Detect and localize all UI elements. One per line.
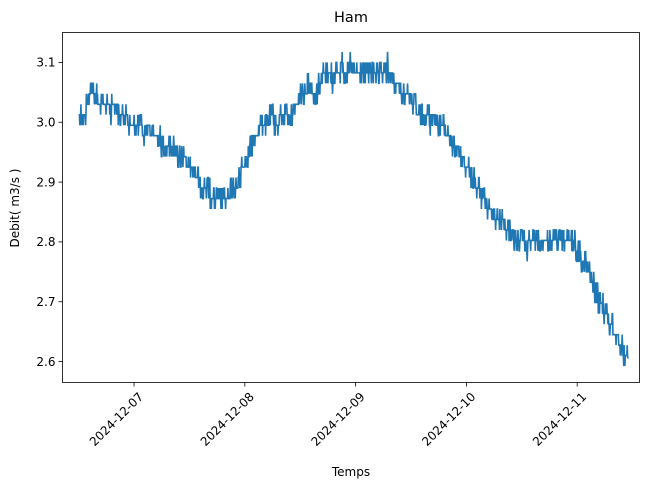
chart-title: Ham — [334, 10, 368, 26]
x-axis-title: Temps — [331, 465, 370, 479]
y-tick-label: 2.6 — [36, 355, 55, 369]
y-tick-label: 2.7 — [36, 295, 55, 309]
plot-frame — [62, 32, 640, 383]
y-axis: 2.6 2.7 2.8 2.9 3.0 3.1 — [36, 56, 63, 369]
y-tick-label: 2.8 — [36, 235, 55, 249]
series-layer — [78, 51, 629, 367]
y-tick-label: 2.9 — [36, 175, 55, 189]
y-tick-label: 3.0 — [36, 115, 55, 129]
y-tick-label: 3.1 — [36, 56, 55, 70]
y-axis-title: Debit( m3/s ) — [8, 169, 22, 248]
series-line-0 — [78, 51, 629, 367]
